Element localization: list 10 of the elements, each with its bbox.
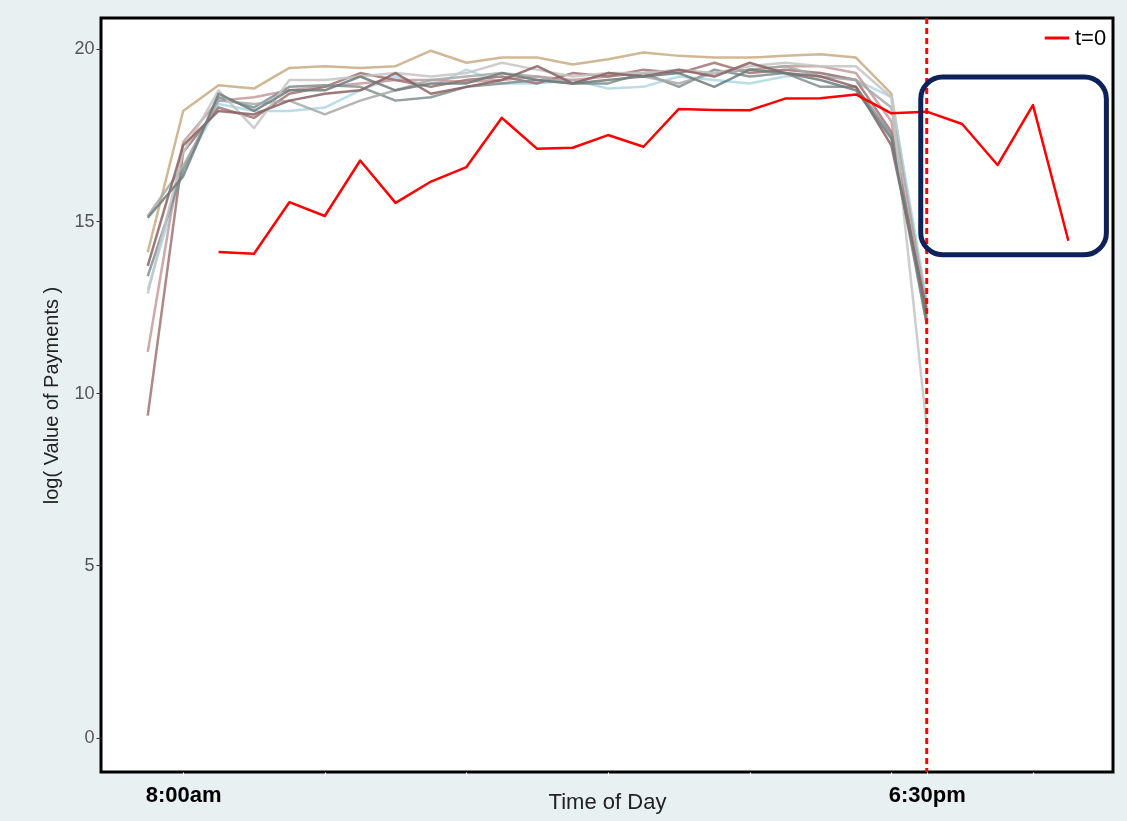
y-axis-title: log( Value of Payments ) [40, 286, 63, 505]
y-tick-label: 10 [74, 382, 95, 403]
x-axis-title: Time of Day [548, 788, 667, 814]
x-tick-label: 8:00am [145, 781, 222, 807]
y-tick-label: 15 [74, 210, 95, 231]
legend-label: t=0 [1075, 25, 1107, 50]
x-tick-label: 6:30pm [888, 781, 966, 807]
y-tick-label: 20 [74, 38, 95, 59]
y-tick-label: 0 [84, 727, 95, 748]
y-tick-label: 5 [84, 554, 95, 575]
